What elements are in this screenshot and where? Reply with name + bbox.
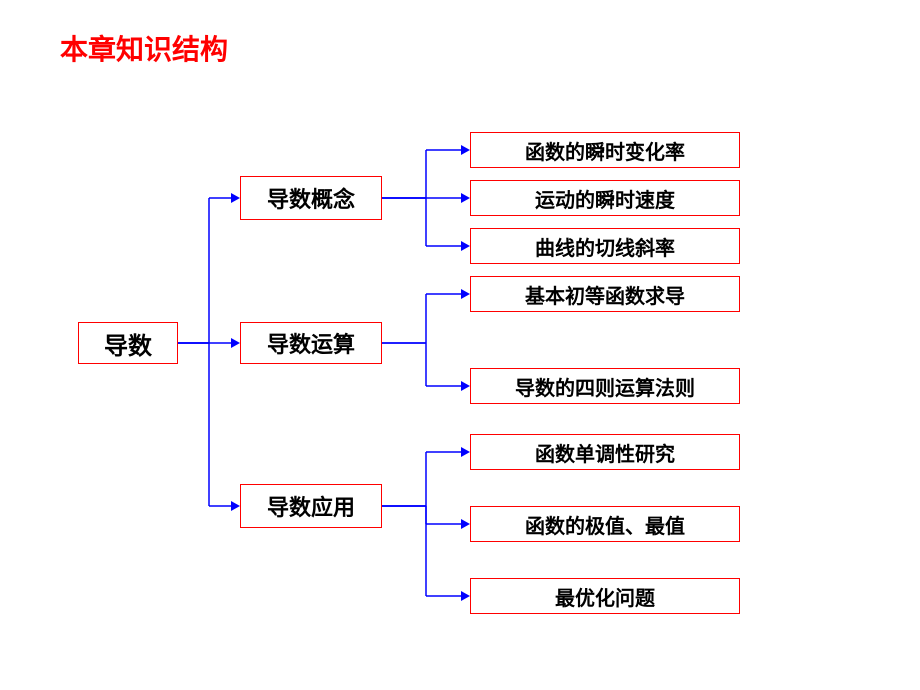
leaf-node-1: 运动的瞬时速度 <box>470 180 740 216</box>
leaf-node-5: 函数单调性研究 <box>470 434 740 470</box>
branch-node-apply: 导数应用 <box>240 484 382 528</box>
branch-node-concept: 导数概念 <box>240 176 382 220</box>
leaf-node-6: 函数的极值、最值 <box>470 506 740 542</box>
leaf-node-0: 函数的瞬时变化率 <box>470 132 740 168</box>
page-title: 本章知识结构 <box>60 28 228 68</box>
leaf-node-4: 导数的四则运算法则 <box>470 368 740 404</box>
root-node: 导数 <box>78 322 178 364</box>
branch-node-compute: 导数运算 <box>240 322 382 364</box>
leaf-node-3: 基本初等函数求导 <box>470 276 740 312</box>
leaf-node-7: 最优化问题 <box>470 578 740 614</box>
leaf-node-2: 曲线的切线斜率 <box>470 228 740 264</box>
